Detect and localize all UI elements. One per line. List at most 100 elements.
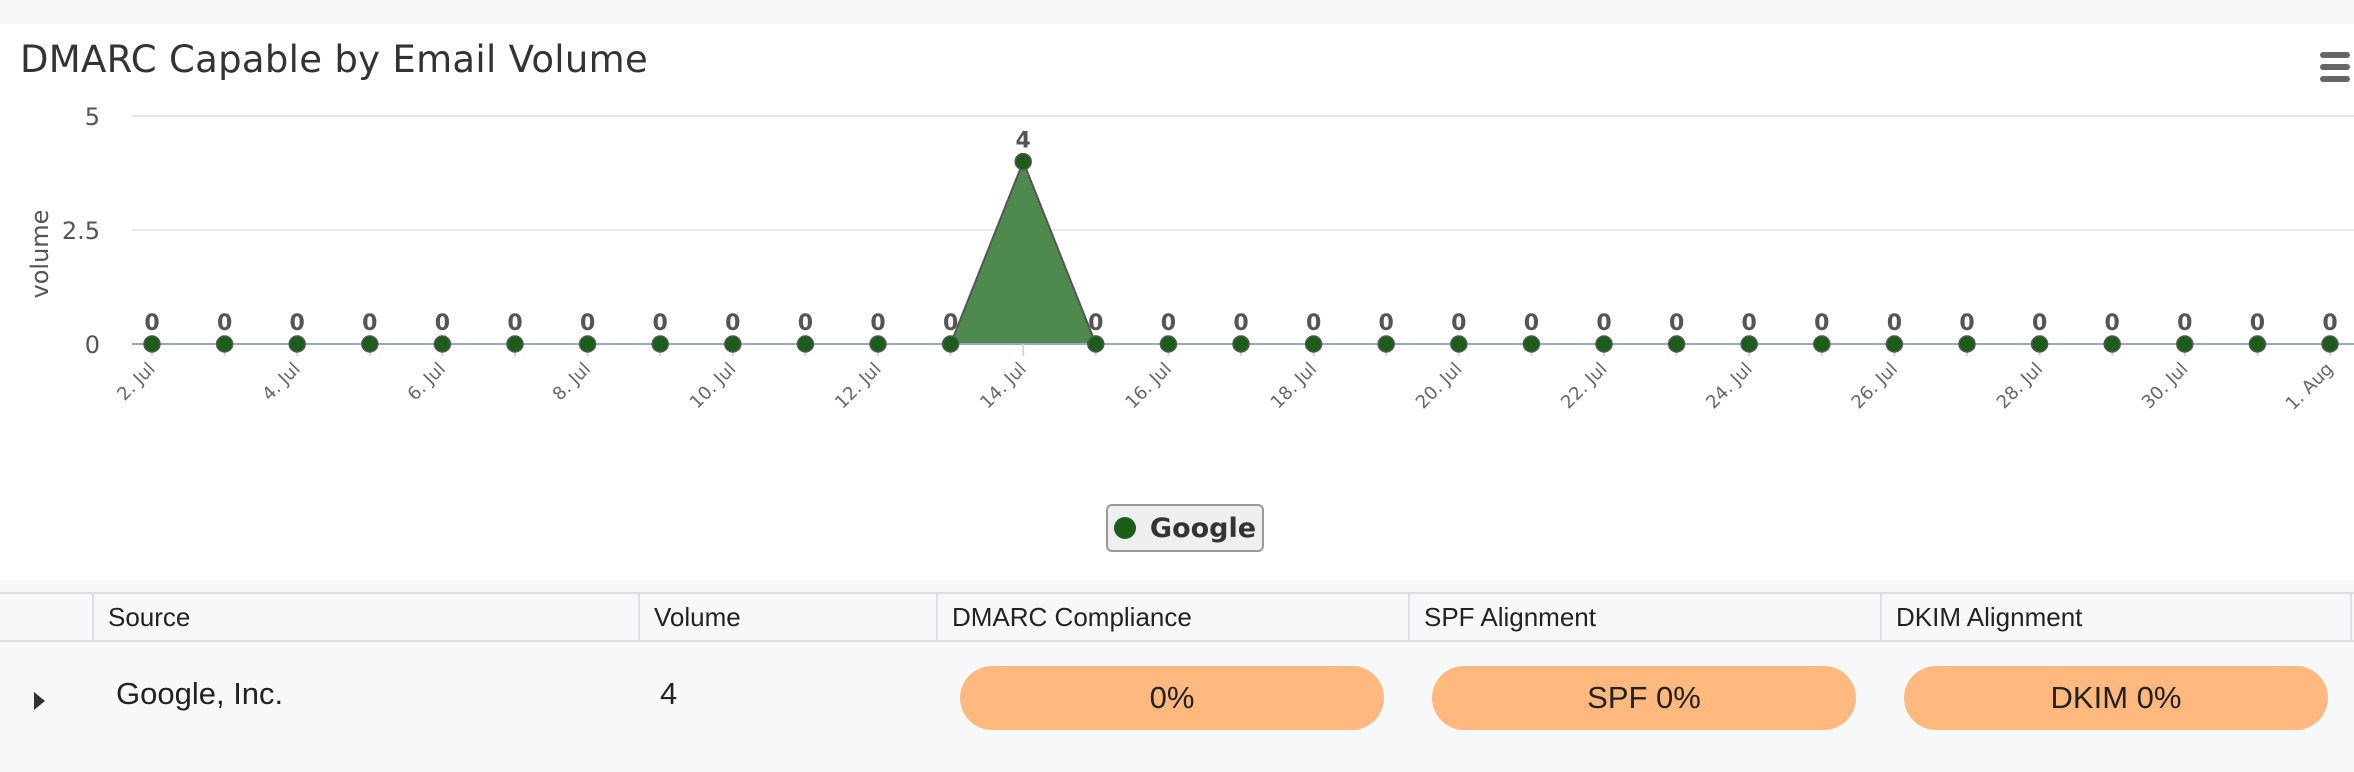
x-tick-label: 1. Aug <box>2282 359 2338 415</box>
x-tick-label: 16. Jul <box>1121 359 1176 414</box>
data-point <box>1087 335 1105 353</box>
table-header: Source Volume DMARC Compliance SPF Align… <box>0 592 2354 642</box>
data-point <box>796 335 815 353</box>
header-spf-alignment[interactable]: SPF Alignment <box>1408 594 1880 642</box>
x-tick-label: 26. Jul <box>1847 359 1902 414</box>
data-label: 0 <box>1959 311 1974 336</box>
data-label: 0 <box>144 311 159 336</box>
data-point <box>1377 335 1395 353</box>
data-point <box>941 335 960 353</box>
data-label: 0 <box>507 311 522 336</box>
data-point <box>433 335 452 353</box>
data-label: 0 <box>290 311 305 336</box>
chart-title: DMARC Capable by Email Volume <box>20 38 649 81</box>
x-tick-label: 10. Jul <box>686 359 741 414</box>
data-label: 0 <box>653 311 668 336</box>
data-label: 0 <box>2250 311 2265 336</box>
data-point <box>143 335 161 353</box>
header-expand-column <box>0 594 92 642</box>
data-label: 0 <box>1887 311 1902 336</box>
spf-alignment-badge: SPF 0% <box>1432 666 1856 730</box>
data-point <box>288 335 306 353</box>
x-tick-label: 20. Jul <box>1412 359 1467 414</box>
data-point <box>1958 335 1976 353</box>
legend-label: Google <box>1149 512 1257 544</box>
legend-item-google[interactable]: Google <box>1106 504 1264 552</box>
dkim-alignment-badge: DKIM 0% <box>1904 666 2328 730</box>
data-label: 0 <box>943 311 958 336</box>
data-label: 0 <box>1814 311 1829 336</box>
data-point <box>2248 335 2267 353</box>
x-tick-label: 22. Jul <box>1557 359 1612 414</box>
data-point <box>1232 335 1250 353</box>
data-label: 0 <box>725 311 740 336</box>
x-tick-label: 12. Jul <box>831 359 886 414</box>
data-point <box>1595 335 1613 353</box>
data-point <box>1159 335 1178 353</box>
data-label: 0 <box>2322 311 2337 336</box>
data-point <box>2030 335 2049 353</box>
x-tick-label: 28. Jul <box>1993 359 2048 414</box>
data-label: 0 <box>1742 311 1757 336</box>
data-point <box>506 335 524 353</box>
x-tick-label: 24. Jul <box>1702 359 1757 414</box>
data-point <box>2176 335 2194 353</box>
data-label: 0 <box>1379 311 1394 336</box>
x-tick-label: 2. Jul <box>113 359 159 405</box>
data-point <box>1667 335 1686 353</box>
y-axis-label: volume <box>26 210 54 299</box>
caret-right-icon[interactable] <box>34 692 45 710</box>
cell-source: Google, Inc. <box>116 676 284 711</box>
data-point <box>651 335 669 353</box>
data-label: 0 <box>1306 311 1321 336</box>
data-point <box>361 335 379 353</box>
data-label: 0 <box>1233 311 1248 336</box>
x-tick-label: 8. Jul <box>549 359 595 405</box>
data-label: 0 <box>2177 311 2192 336</box>
data-label: 0 <box>798 311 813 336</box>
x-tick-label: 4. Jul <box>258 359 304 405</box>
data-label: 0 <box>435 311 450 336</box>
header-dkim-alignment[interactable]: DKIM Alignment <box>1880 594 2352 642</box>
data-point <box>1450 335 1468 353</box>
data-label: 0 <box>362 311 377 336</box>
data-label: 0 <box>2105 311 2120 336</box>
x-tick-label: 18. Jul <box>1267 359 1322 414</box>
data-point <box>1522 335 1541 353</box>
data-label: 0 <box>1088 311 1103 336</box>
y-tick-label: 0 <box>85 331 100 359</box>
data-point <box>215 335 234 353</box>
data-point <box>1740 335 1758 353</box>
cell-volume: 4 <box>660 676 678 711</box>
data-point <box>2103 335 2121 353</box>
y-tick-label: 2.5 <box>62 217 100 245</box>
data-point <box>869 335 887 353</box>
header-source[interactable]: Source <box>92 594 638 642</box>
data-label: 0 <box>580 311 595 336</box>
data-label: 0 <box>870 311 885 336</box>
hamburger-menu-icon[interactable] <box>2318 50 2354 84</box>
data-point <box>2321 335 2339 353</box>
x-tick-label: 30. Jul <box>2138 359 2193 414</box>
header-volume[interactable]: Volume <box>638 594 936 642</box>
data-label: 0 <box>2032 311 2047 336</box>
data-point <box>1304 335 1323 353</box>
data-point <box>724 335 742 353</box>
data-label: 0 <box>1596 311 1611 336</box>
x-tick-label: 6. Jul <box>404 359 450 405</box>
sources-table: Source Volume DMARC Compliance SPF Align… <box>0 592 2354 772</box>
data-point <box>1014 152 1032 171</box>
y-tick-label: 5 <box>85 103 100 131</box>
header-dmarc-compliance[interactable]: DMARC Compliance <box>936 594 1408 642</box>
legend-marker <box>1113 517 1136 539</box>
table-row: Google, Inc. 4 0% SPF 0% DKIM 0% <box>0 642 2354 772</box>
data-label: 0 <box>217 311 232 336</box>
data-label: 0 <box>1669 311 1684 336</box>
data-point <box>1813 335 1831 353</box>
x-tick-label: 14. Jul <box>976 359 1031 414</box>
chart-card: DMARC Capable by Email Volume 0 2.5 5 volum… <box>0 24 2354 580</box>
dmarc-compliance-badge: 0% <box>960 666 1384 730</box>
chart-plot: 0 2.5 5 volume 0 0 0 0 0 0 0 0 0 0 0 0 4 0 0 0 0 0 0 0 0 0 0 0 0 0 0 0 0… <box>26 103 2354 415</box>
data-point <box>578 335 597 353</box>
data-label: 0 <box>1451 311 1466 336</box>
